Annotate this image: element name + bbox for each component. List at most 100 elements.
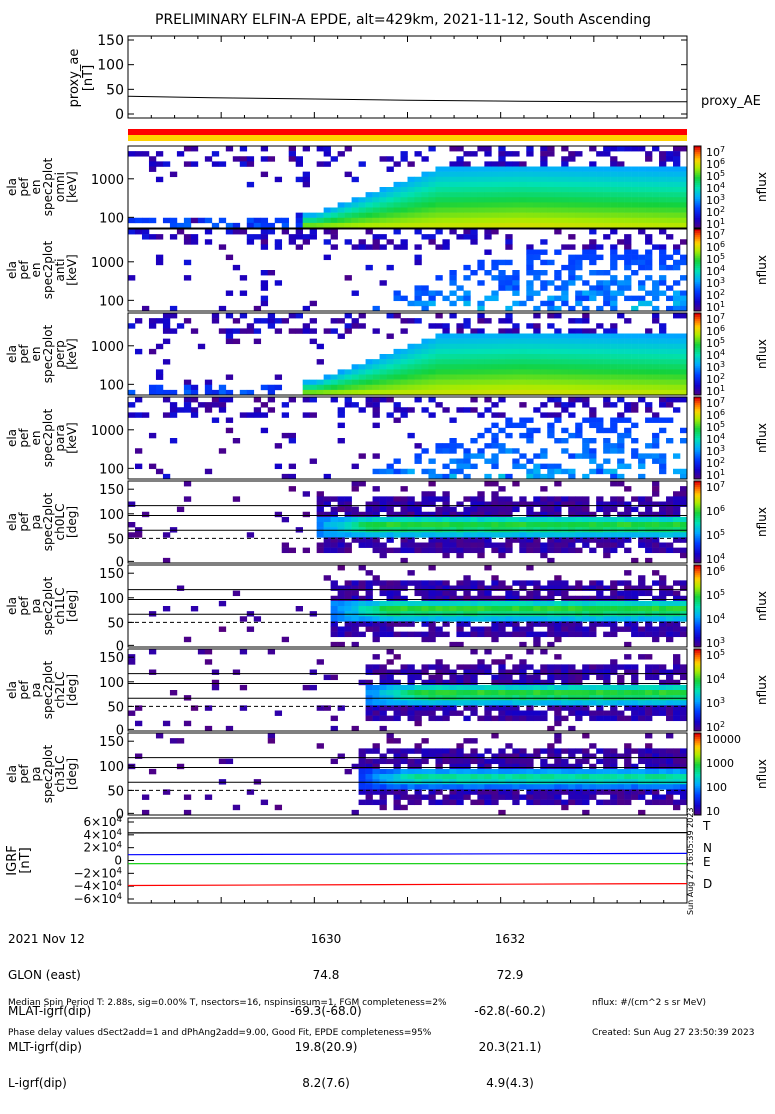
spectrogram-cell [540, 280, 547, 285]
spectrogram-cell [296, 161, 303, 166]
spectrogram-cell [449, 759, 456, 764]
spectrogram-cell [547, 690, 554, 695]
spectrogram-cell [526, 364, 533, 369]
spectrogram-cell [652, 711, 659, 716]
spectrogram-cell [631, 496, 638, 501]
spectrogram-cell [533, 716, 540, 721]
spectrogram-cell [652, 690, 659, 695]
spectrogram-cell [582, 507, 589, 512]
spectrogram-cell [135, 151, 142, 156]
spectrogram-cell [652, 146, 659, 151]
spectrogram-cell [519, 202, 526, 207]
spectrogram-cell [617, 522, 624, 527]
spectrogram-cell [414, 218, 421, 223]
spectrogram-cell [666, 685, 673, 690]
spectrogram-cell [659, 161, 666, 166]
spectrogram-cell [128, 323, 135, 328]
spectrogram-cell [477, 223, 484, 228]
spectrogram-cell [435, 616, 442, 621]
spectrogram-cell [512, 208, 519, 213]
spectrogram-cell [624, 627, 631, 632]
spectrogram-cell [533, 428, 540, 433]
spectrogram-cell [345, 532, 352, 537]
spectrogram-cell [624, 690, 631, 695]
spectrogram-cell [205, 795, 212, 800]
spectrogram-cell [408, 601, 415, 606]
spectrogram-cell [394, 418, 401, 423]
spectrogram-cell [666, 167, 673, 172]
spectrogram-cell [275, 443, 282, 448]
spectrogram-cell [338, 517, 345, 522]
spectrogram-cell [484, 784, 491, 789]
spectrogram-cell [394, 711, 401, 716]
spectrogram-cell [310, 213, 317, 218]
spectrogram-cell [638, 334, 645, 339]
spectrogram-cell [519, 784, 526, 789]
spectrogram-cell [205, 385, 212, 390]
spectrogram-cell [163, 397, 170, 402]
spectrogram-cell [533, 474, 540, 479]
panel-ylabel: elapefpaspec2plotch0LC[deg] [5, 492, 79, 551]
spectrogram-cell [394, 402, 401, 407]
spectrogram-cell [519, 208, 526, 213]
spectrogram-cell [589, 580, 596, 585]
spectrogram-cell [421, 156, 428, 161]
spectrogram-cell [317, 502, 324, 507]
spectrogram-cell [401, 364, 408, 369]
spectrogram-cell [338, 375, 345, 380]
spectrogram-cell [484, 800, 491, 805]
spectrogram-cell [401, 390, 408, 395]
spectrogram-cell [421, 354, 428, 359]
spectrogram-cell [512, 769, 519, 774]
spectrogram-cell [212, 318, 219, 323]
spectrogram-cell [610, 496, 617, 501]
spectrogram-cell [484, 151, 491, 156]
spectrogram-cell [456, 208, 463, 213]
spectrogram-cell [338, 412, 345, 417]
spectrogram-cell [547, 323, 554, 328]
spectrogram-cell [401, 774, 408, 779]
spectrogram-cell [428, 359, 435, 364]
spectrogram-cell [303, 223, 310, 228]
spectrogram-cell [617, 285, 624, 290]
spectrogram-cell [575, 685, 582, 690]
spectrogram-cell [421, 596, 428, 601]
spectrogram-cell [484, 218, 491, 223]
spectrogram-cell [645, 291, 652, 296]
spectrogram-cell [289, 146, 296, 151]
spectrogram-cell [554, 764, 561, 769]
spectrogram-cell [421, 586, 428, 591]
spectrogram-cell [373, 213, 380, 218]
spectrogram-cell [170, 402, 177, 407]
spectrogram-cell [456, 323, 463, 328]
spectrogram-cell [428, 291, 435, 296]
spectrogram-cell [345, 172, 352, 177]
spectrogram-cell [561, 296, 568, 301]
spectrogram-cell [666, 156, 673, 161]
spectrogram-cell [387, 522, 394, 527]
spectrogram-cell [421, 369, 428, 374]
spectrogram-cell [463, 606, 470, 611]
spectrogram-cell [387, 385, 394, 390]
spectrogram-cell [435, 182, 442, 187]
spectrogram-cell [205, 407, 212, 412]
spectrogram-cell [624, 580, 631, 585]
spectrogram-cell [624, 433, 631, 438]
spectrogram-cell [373, 637, 380, 642]
spectrogram-cell [610, 375, 617, 380]
spectrogram-cell [247, 156, 254, 161]
spectrogram-cell [380, 711, 387, 716]
spectrogram-cell [345, 390, 352, 395]
spectrogram-cell [408, 517, 415, 522]
spectrogram-cell [540, 167, 547, 172]
spectrogram-cell [596, 418, 603, 423]
spectrogram-cell [428, 301, 435, 306]
spectrogram-cell [582, 517, 589, 522]
spectrogram-cell [512, 390, 519, 395]
spectrogram-cell [512, 223, 519, 228]
spectrogram-cell [533, 606, 540, 611]
spectrogram-cell [142, 412, 149, 417]
igrf-frame [128, 818, 687, 903]
spectrogram-cell [596, 172, 603, 177]
spectrogram-cell [505, 306, 512, 311]
